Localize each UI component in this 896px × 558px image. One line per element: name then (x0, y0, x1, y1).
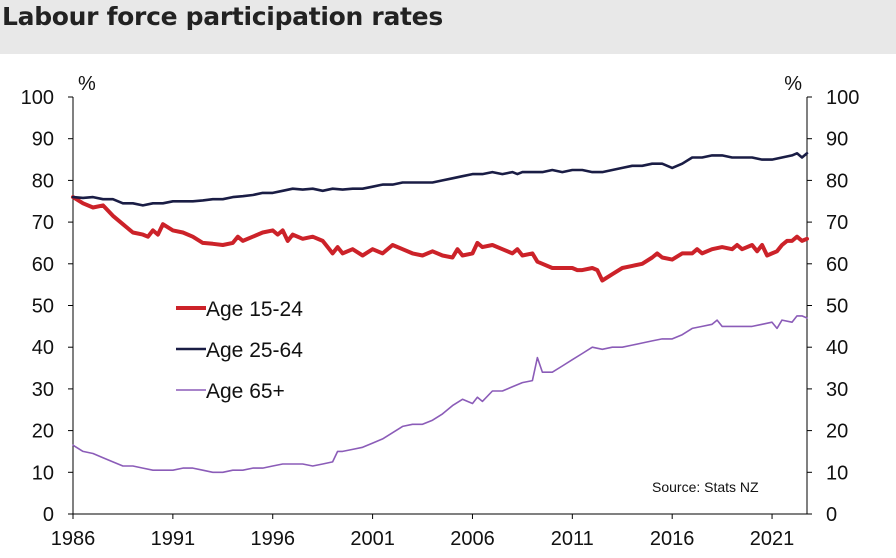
x-tick-label: 2021 (750, 528, 795, 550)
y-tick-label-left: 20 (32, 421, 54, 443)
source-note: Source: Stats NZ (652, 479, 759, 495)
y-tick-label-left: 10 (32, 462, 54, 484)
y-tick-label-right: 100 (826, 87, 859, 109)
y-tick-label-right: 90 (826, 129, 848, 151)
y-tick-label-right: 60 (826, 254, 848, 276)
y-tick-label-left: 30 (32, 379, 54, 401)
series-line-2 (71, 152, 809, 207)
series-line-3 (72, 315, 808, 474)
y-tick-label-left: 40 (32, 337, 54, 359)
y-tick-label-right: 50 (826, 296, 848, 318)
y-tick-label-right: 0 (826, 504, 837, 526)
x-tick-label: 2006 (450, 528, 495, 550)
y-tick-label-left: 90 (32, 129, 54, 151)
x-tick-label: 2016 (650, 528, 695, 550)
y-tick-label-left: 50 (32, 296, 54, 318)
legend: Age 15-24 Age 25-64 Age 65+ (176, 298, 303, 403)
legend-label: Age 25-64 (206, 339, 303, 362)
y-tick-label-right: 40 (826, 337, 848, 359)
series-line-1 (71, 195, 809, 283)
y-tick-label-left: 80 (32, 170, 54, 192)
x-tick-label: 2001 (350, 528, 395, 550)
chart-panel (0, 54, 896, 558)
y-tick-label-left: 0 (43, 504, 54, 526)
y-unit-left: % (78, 73, 96, 95)
x-tick-label: 1991 (151, 528, 196, 550)
y-tick-label-left: 60 (32, 254, 54, 276)
legend-label: Age 65+ (206, 380, 285, 403)
x-ticks: 1986 1991 1996 2001 2006 2011 2016 2021 (51, 514, 795, 550)
x-tick-label: 1996 (250, 528, 295, 550)
y-unit-right: % (784, 73, 802, 95)
y-tick-label-right: 10 (826, 462, 848, 484)
x-tick-label: 1986 (51, 528, 96, 550)
x-tick-label: 2011 (551, 528, 594, 550)
series-layer (71, 152, 809, 474)
y-tick-label-right: 80 (826, 170, 848, 192)
y-tick-label-left: 70 (32, 212, 54, 234)
y-tick-label-right: 70 (826, 212, 848, 234)
legend-label: Age 15-24 (206, 298, 303, 321)
y-tick-label-right: 30 (826, 379, 848, 401)
y-tick-label-left: 100 (21, 87, 54, 109)
y-tick-label-right: 20 (826, 421, 848, 443)
y-ticks: 0 0 10 10 20 20 30 30 40 40 50 50 60 60 70 70 80 80 90 90 10… (21, 87, 860, 526)
page-title: Labour force participation rates (2, 2, 443, 31)
